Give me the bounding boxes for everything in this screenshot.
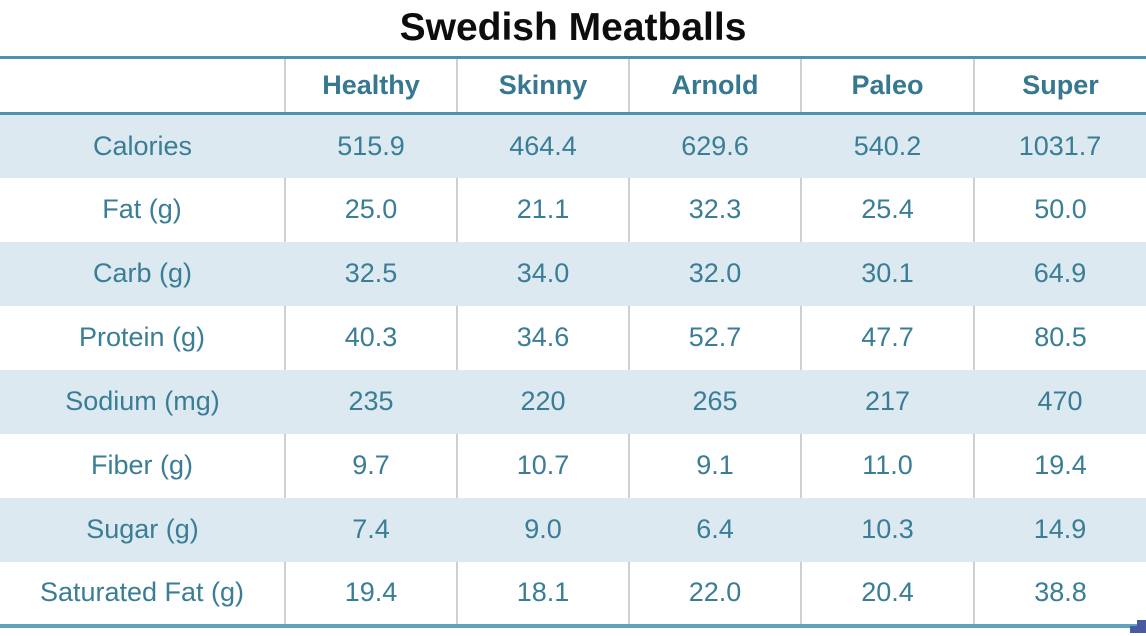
value-cell: 20.4: [801, 561, 975, 626]
row-label-cell: Sodium (mg): [65, 386, 220, 416]
column-header: Paleo: [801, 57, 975, 114]
value-cell: 9.7: [285, 433, 458, 498]
page-title: Swedish Meatballs: [399, 6, 747, 49]
value-cell: 38.8: [1034, 577, 1087, 607]
value-cell: 64.9: [1033, 258, 1087, 288]
table-row: Protein (g) 40.3 34.6 52.7 47.7 80.5: [0, 305, 1146, 370]
table-header-row: Healthy Skinny Arnold Paleo Super: [0, 57, 1146, 114]
value-cell: 11.0: [801, 433, 975, 498]
value-cell: 52.7: [629, 305, 802, 370]
nutrition-table: Healthy Skinny Arnold Paleo Super Calories 51…: [0, 56, 1146, 628]
value-cell: 14.9: [1033, 514, 1087, 544]
value-cell: 19.4: [285, 561, 458, 626]
value-cell: 40.3: [285, 305, 458, 370]
value-cell: 265: [692, 386, 738, 416]
row-label-cell: Protein (g): [0, 305, 286, 370]
value-cell: 34.0: [516, 258, 570, 288]
value-cell: 25.4: [801, 177, 975, 242]
value-cell: 10.3: [861, 514, 914, 544]
value-cell: 515.9: [337, 130, 405, 161]
row-label-cell: Fiber (g): [0, 433, 286, 498]
value-cell: 80.5: [1034, 322, 1087, 352]
value-cell: 464.4: [509, 130, 577, 161]
value-cell: 25.0: [285, 177, 458, 242]
value-cell: 9.0: [524, 514, 562, 544]
table-row: Calories 515.9 464.4 629.6 540.2 1031.7: [0, 113, 1146, 178]
row-label-cell: Carb (g): [92, 258, 193, 288]
value-cell: 19.4: [1034, 450, 1087, 480]
table-row: Carb (g) 32.5 34.0 32.0 30.1 64.9: [0, 241, 1146, 306]
row-label-cell: Saturated Fat (g): [0, 561, 286, 626]
value-cell: 47.7: [801, 305, 975, 370]
value-cell: 470: [1037, 386, 1083, 416]
table-row: Fiber (g) 9.7 10.7 9.1 11.0 19.4: [0, 433, 1146, 498]
column-header: Healthy: [285, 57, 458, 114]
row-label-cell: Calories: [92, 130, 193, 161]
value-cell: 32.0: [688, 258, 742, 288]
table-row: Saturated Fat (g) 19.4 18.1 22.0 20.4 38.8: [0, 561, 1146, 626]
value-cell: 32.3: [629, 177, 802, 242]
value-cell: 18.1: [457, 561, 630, 626]
value-cell: 32.5: [344, 258, 398, 288]
value-cell: 1031.7: [1018, 130, 1102, 161]
value-cell: 30.1: [861, 258, 914, 288]
value-cell: 7.4: [352, 514, 390, 544]
value-cell: 540.2: [853, 130, 922, 161]
row-label-cell: Sugar (g): [86, 514, 199, 544]
column-header: Arnold: [629, 57, 802, 114]
value-cell: 21.1: [457, 177, 630, 242]
table-row: Fat (g) 25.0 21.1 32.3 25.4 50.0: [0, 177, 1146, 242]
column-header: Skinny: [457, 57, 630, 114]
value-cell: 9.1: [629, 433, 802, 498]
row-label-column-header: [0, 57, 286, 114]
value-cell: 10.7: [457, 433, 630, 498]
value-cell: 34.6: [457, 305, 630, 370]
value-cell: 235: [348, 386, 394, 416]
row-label-cell: Fat (g): [0, 177, 286, 242]
value-cell: 220: [520, 386, 566, 416]
value-cell: 50.0: [1034, 194, 1087, 224]
value-cell: 217: [864, 386, 911, 416]
table-row: Sodium (mg) 235 220 265 217 470: [0, 369, 1146, 434]
value-cell: 629.6: [681, 130, 749, 161]
value-cell: 6.4: [696, 514, 734, 544]
column-header: Super: [974, 57, 1146, 114]
table-row: Sugar (g) 7.4 9.0 6.4 10.3 14.9: [0, 497, 1146, 562]
value-cell: 22.0: [629, 561, 802, 626]
